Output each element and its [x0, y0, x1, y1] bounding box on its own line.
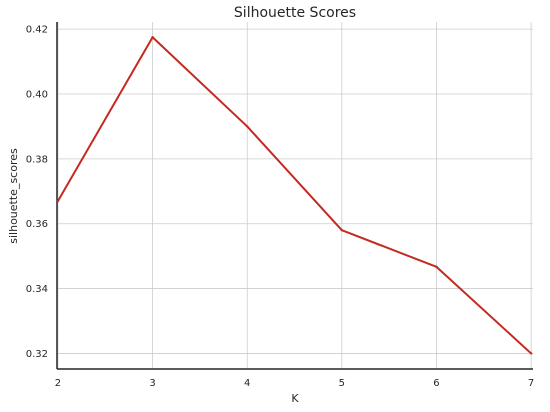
y-tick-label: 0.32	[26, 349, 48, 360]
data-point	[56, 199, 60, 203]
x-tick-label: 6	[433, 378, 439, 389]
x-axis-label: K	[291, 392, 299, 405]
x-tick-label: 3	[149, 378, 155, 389]
y-tick-label: 0.42	[26, 25, 48, 36]
y-tick-label: 0.38	[26, 154, 48, 165]
x-tick-label: 5	[339, 378, 345, 389]
data-point	[340, 229, 344, 232]
series-group	[56, 36, 533, 355]
data-point	[435, 265, 438, 269]
x-tick-label: 4	[244, 378, 250, 389]
axes	[56, 22, 533, 370]
series-line	[56, 36, 533, 355]
data-point	[529, 352, 533, 355]
chart-title: Silhouette Scores	[234, 5, 356, 21]
x-tick-label: 7	[528, 378, 534, 389]
x-tick-label: 2	[55, 378, 61, 389]
data-point	[151, 36, 154, 39]
x-tick-labels: 2 3 4 5 6 7	[55, 378, 535, 389]
y-tick-label: 0.34	[26, 284, 48, 295]
y-axis-label: silhouette_scores	[7, 148, 20, 244]
y-tick-label: 0.36	[26, 219, 48, 230]
data-point	[246, 125, 249, 128]
y-tick-label: 0.40	[26, 89, 48, 100]
grid-lines	[57, 22, 533, 369]
y-tick-labels: 0.32 0.34 0.36 0.38 0.40 0.42	[26, 25, 48, 360]
